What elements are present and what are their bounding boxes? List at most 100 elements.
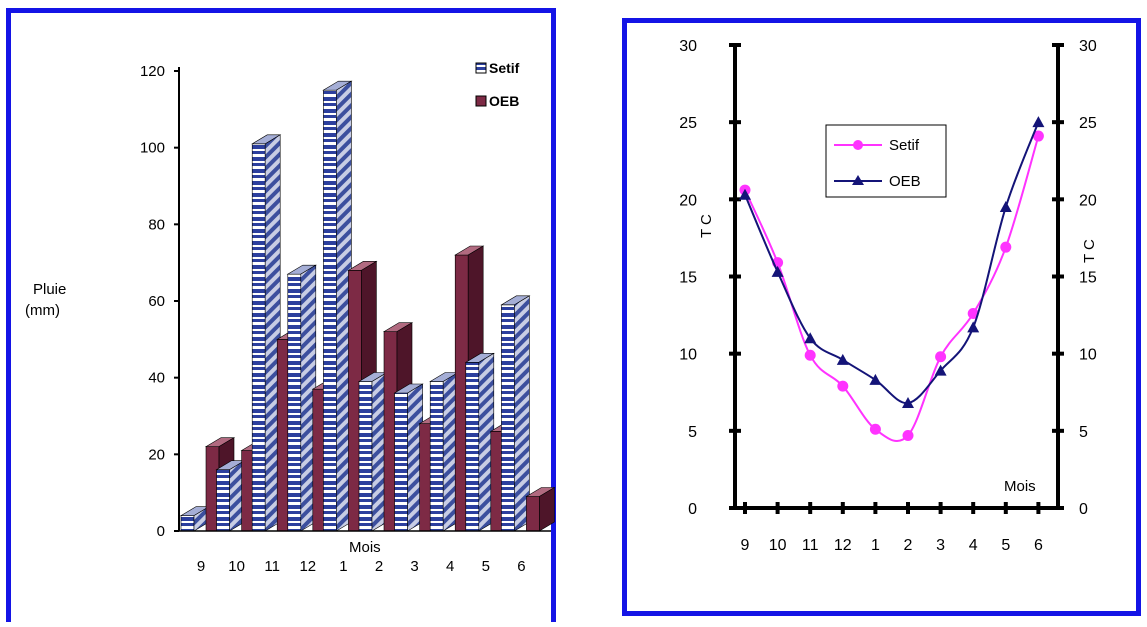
bar-oeb <box>525 486 556 532</box>
x-tick-label: 9 <box>197 558 205 575</box>
point-oeb <box>1032 116 1045 128</box>
bar-front-setif <box>358 381 373 532</box>
bar-setif <box>286 264 317 532</box>
point-oeb <box>902 397 914 409</box>
point-setif <box>837 380 849 392</box>
x-axis-label: Mois <box>1004 478 1036 495</box>
x-tick-label: 9 <box>741 537 750 554</box>
bar-setif <box>179 506 211 532</box>
y-tick-label-left: 10 <box>679 347 697 364</box>
y-axis-label-right: T C <box>1081 239 1098 263</box>
y-tick-label-left: 30 <box>679 38 697 55</box>
bar-setif <box>500 295 531 532</box>
y-tick-label: 80 <box>148 216 165 233</box>
legend-label-oeb: OEB <box>489 93 519 109</box>
point-oeb <box>934 364 947 376</box>
y-axis-label-line2: (mm) <box>25 302 60 319</box>
bar-setif <box>429 371 460 532</box>
x-tick-label: 3 <box>936 537 945 554</box>
legend-marker-oeb <box>852 175 864 185</box>
legend-swatch-oeb <box>475 95 487 107</box>
x-tick-label: 6 <box>1034 537 1043 554</box>
bar-front-setif <box>251 143 266 532</box>
y-tick-label-right: 25 <box>1079 115 1097 132</box>
legend-marker-setif <box>853 140 863 150</box>
rainfall-chart-panel: 0 20 40 60 80 100 120 9 10 11 12 1 2 3 4 5 6 Pluie (mm) … <box>6 8 556 622</box>
x-tick-label: 11 <box>802 537 819 554</box>
x-tick-label: 1 <box>339 558 347 575</box>
bar-front-setif <box>180 515 195 532</box>
y-tick-label-left: 20 <box>679 192 697 209</box>
x-tick-label: 10 <box>228 558 245 575</box>
bar-side-oeb <box>539 486 555 532</box>
x-tick-label: 4 <box>969 537 978 554</box>
x-tick-label: 12 <box>299 558 316 575</box>
bar-setif <box>251 134 282 532</box>
y-tick-label-right: 15 <box>1079 270 1097 287</box>
legend: Setif OEB <box>825 124 947 198</box>
point-oeb <box>804 332 817 344</box>
x-tick-label: 2 <box>904 537 913 554</box>
bar-setif <box>322 80 353 532</box>
y-tick-label-right: 10 <box>1079 347 1097 364</box>
point-setif <box>902 429 914 441</box>
y-axis-label-left: T C <box>698 214 715 238</box>
x-tick-label: 5 <box>482 558 490 575</box>
point-setif <box>967 308 979 320</box>
y-tick-label-left: 15 <box>679 270 697 287</box>
bar-front-setif <box>216 469 230 532</box>
y-tick-label-left: 25 <box>679 115 697 132</box>
bar-front-setif <box>429 381 444 532</box>
bar-setif <box>215 460 246 532</box>
x-tick-label: 11 <box>264 558 280 575</box>
bar-front-setif <box>465 362 480 532</box>
y-tick-label: 20 <box>148 446 165 463</box>
point-oeb <box>836 353 849 365</box>
legend-label-setif: Setif <box>489 60 520 76</box>
bar-setif <box>357 371 389 532</box>
bar-front-oeb <box>526 496 540 532</box>
legend: Setif OEB <box>475 60 520 109</box>
bar-front-setif <box>501 304 515 532</box>
bar-setif <box>393 383 424 532</box>
point-setif <box>935 351 947 363</box>
bar-setif <box>464 352 495 532</box>
y-tick-label-right: 0 <box>1079 501 1088 518</box>
point-oeb <box>739 188 751 200</box>
x-tick-label: 12 <box>834 537 852 554</box>
point-setif <box>1000 241 1012 253</box>
series-line-oeb <box>744 121 1040 405</box>
x-tick-label: 3 <box>410 558 418 575</box>
x-tick-label: 4 <box>446 558 454 575</box>
y-tick-label: 60 <box>148 293 165 310</box>
bar-front-setif <box>323 89 337 532</box>
legend-label-setif: Setif <box>889 137 920 154</box>
point-oeb <box>967 321 980 333</box>
x-tick-label: 2 <box>375 558 383 575</box>
point-setif <box>1032 130 1044 142</box>
y-tick-label-left: 0 <box>688 501 697 518</box>
y-tick-label: 100 <box>140 140 165 157</box>
point-setif <box>804 349 816 361</box>
y-tick-label-left: 5 <box>688 424 697 441</box>
x-tick-label: 10 <box>769 537 787 554</box>
x-tick-label: 1 <box>871 537 880 554</box>
y-axis-label-line1: Pluie <box>33 281 66 298</box>
temperature-chart-panel: 0 0 5 5 10 10 15 15 20 20 25 25 30 30 9 10 11 12 1 2 3 4 5 6 T … <box>622 18 1141 616</box>
x-axis-label: Mois <box>349 539 381 556</box>
point-oeb <box>869 373 882 385</box>
point-oeb <box>771 265 784 277</box>
y-tick-label-right: 30 <box>1079 38 1097 55</box>
y-tick-label: 40 <box>148 370 165 387</box>
y-tick-label: 0 <box>157 523 165 540</box>
legend-swatch-setif <box>475 62 487 74</box>
legend-label-oeb: OEB <box>889 173 921 190</box>
bar-front-setif <box>287 273 302 532</box>
y-tick-label-right: 20 <box>1079 192 1097 209</box>
bar-front-setif <box>394 392 408 532</box>
x-tick-label: 6 <box>517 558 525 575</box>
y-tick-label: 120 <box>140 63 165 80</box>
point-setif <box>869 423 881 435</box>
